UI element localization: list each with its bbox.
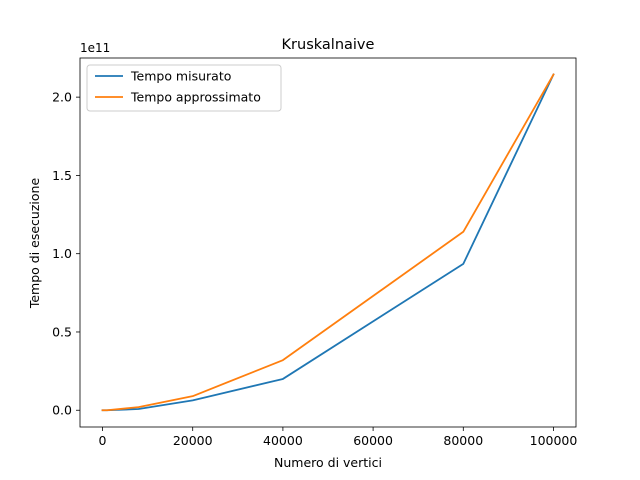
legend-label-series-2: Tempo approssimato (130, 90, 261, 105)
y-tick-label: 1.5 (52, 168, 72, 183)
x-tick-label: 60000 (353, 433, 393, 448)
axes-frame (79, 57, 577, 428)
x-tick-label: 20000 (173, 433, 213, 448)
y-tick-label: 2.0 (52, 90, 72, 105)
legend-label-series-1: Tempo misurato (130, 69, 231, 84)
x-tick-label: 0 (99, 433, 107, 448)
y-tick-label: 1.0 (52, 246, 72, 261)
y-axis-label: Tempo di esecuzione (27, 178, 42, 310)
legend-box (86, 64, 282, 112)
y-tick-label: 0.0 (52, 403, 72, 418)
x-tick-label: 40000 (263, 433, 303, 448)
ticks: 0 20000 40000 60000 80000 100000 0.0 0.5 1.0 1.5 2… (52, 90, 577, 448)
series-line-2 (101, 73, 555, 412)
y-axis-offset-label: 1e11 (80, 41, 110, 55)
legend: Tempo misurato Tempo approssimato (86, 64, 282, 112)
plot-area (101, 73, 555, 412)
chart-title: Kruskalnaive (282, 37, 375, 53)
y-tick-label: 0.5 (52, 324, 72, 339)
x-axis-label: Numero di vertici (274, 455, 382, 470)
x-tick-label: 80000 (443, 433, 483, 448)
x-tick-label: 100000 (530, 433, 578, 448)
